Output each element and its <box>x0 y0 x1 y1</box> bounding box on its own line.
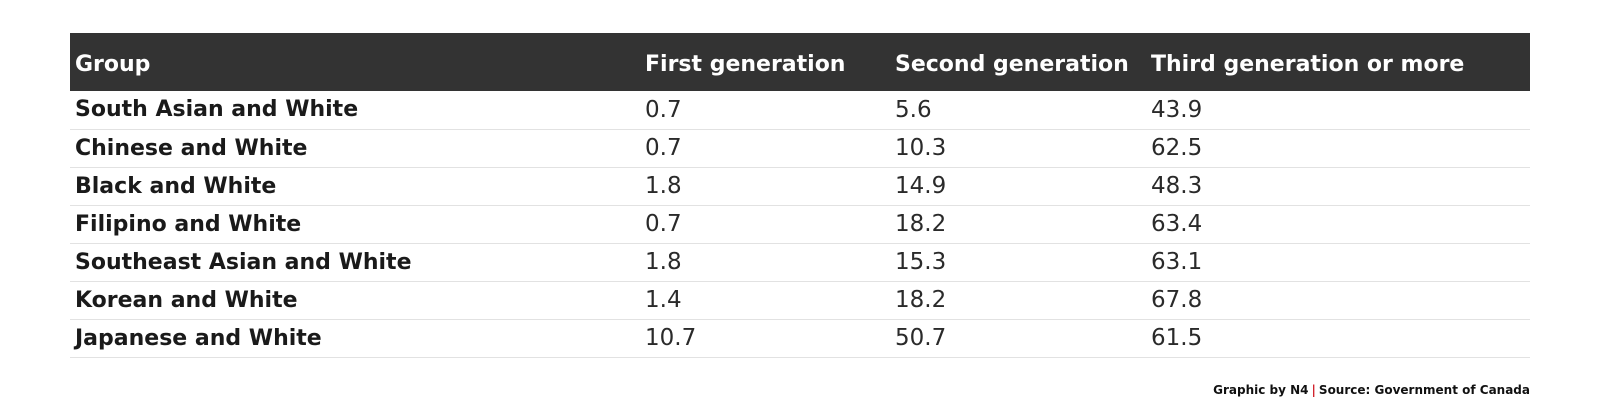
group-cell: Korean and White <box>75 287 298 313</box>
data-table-container: Group First generation Second generation… <box>70 33 1530 358</box>
table-row: Southeast Asian and White 1.8 15.3 63.1 <box>70 243 1530 281</box>
table-row: Japanese and White 10.7 50.7 61.5 <box>70 319 1530 357</box>
third-generation-cell: 48.3 <box>1151 173 1203 199</box>
first-generation-cell: 10.7 <box>645 325 697 351</box>
graphic-credit: Graphic by N4 <box>1213 383 1309 397</box>
first-generation-cell: 0.7 <box>645 135 682 161</box>
table-row: Black and White 1.8 14.9 48.3 <box>70 167 1530 205</box>
first-generation-cell: 0.7 <box>645 96 682 123</box>
table-body: South Asian and White 0.7 5.6 43.9 Chinese a… <box>70 91 1530 357</box>
third-generation-cell: 67.8 <box>1151 287 1203 313</box>
second-generation-cell: 18.2 <box>895 287 947 313</box>
footer-separator: | <box>1311 383 1316 397</box>
first-generation-cell: 1.4 <box>645 287 682 313</box>
third-generation-cell: 62.5 <box>1151 135 1203 161</box>
group-cell: Southeast Asian and White <box>75 249 412 275</box>
source-text: Source: Government of Canada <box>1318 383 1530 397</box>
group-cell: Black and White <box>75 173 277 199</box>
group-cell: Japanese and White <box>75 325 322 351</box>
second-generation-cell: 5.6 <box>895 96 932 123</box>
table-header: Group First generation Second generation… <box>70 33 1530 91</box>
first-generation-cell: 1.8 <box>645 173 682 199</box>
second-generation-cell: 14.9 <box>895 173 947 199</box>
second-generation-cell: 10.3 <box>895 135 947 161</box>
first-generation-cell: 0.7 <box>645 211 682 237</box>
table-row: South Asian and White 0.7 5.6 43.9 <box>70 91 1530 129</box>
third-generation-cell: 61.5 <box>1151 325 1203 351</box>
column-header-second-generation: Second generation <box>895 51 1129 77</box>
group-cell: South Asian and White <box>75 97 359 123</box>
table-row: Korean and White 1.4 18.2 67.8 <box>70 281 1530 319</box>
third-generation-cell: 63.1 <box>1151 249 1203 275</box>
column-header-first-generation: First generation <box>645 51 846 77</box>
table-row: Chinese and White 0.7 10.3 62.5 <box>70 129 1530 167</box>
third-generation-cell: 43.9 <box>1151 96 1203 123</box>
group-cell: Filipino and White <box>75 211 302 237</box>
data-table: Group First generation Second generation… <box>70 33 1530 358</box>
second-generation-cell: 15.3 <box>895 249 947 275</box>
column-header-group: Group <box>75 51 151 77</box>
group-cell: Chinese and White <box>75 135 308 161</box>
header-row: Group First generation Second generation… <box>70 33 1530 91</box>
second-generation-cell: 50.7 <box>895 325 947 351</box>
column-header-third-generation: Third generation or more <box>1151 51 1465 77</box>
second-generation-cell: 18.2 <box>895 211 947 237</box>
third-generation-cell: 63.4 <box>1151 211 1203 237</box>
first-generation-cell: 1.8 <box>645 249 682 275</box>
table-row: Filipino and White 0.7 18.2 63.4 <box>70 205 1530 243</box>
source-footer: Graphic by N4 | Source: Government of Cana… <box>1213 383 1530 397</box>
